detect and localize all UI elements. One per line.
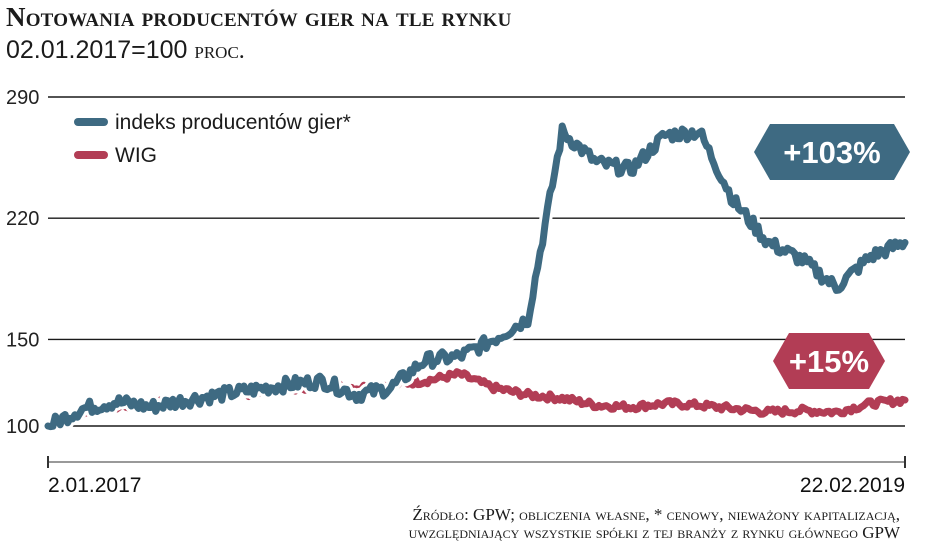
chart-title: Notowania producentów gier na tle rynku: [6, 2, 512, 32]
badge-wig-shape: [773, 333, 885, 389]
y-tick-label: 290: [6, 87, 39, 109]
series-lines: [41, 119, 912, 434]
series-line-games-index: [44, 122, 909, 431]
legend-label: WIG: [115, 144, 157, 167]
x-label-end: 22.02.2019: [800, 474, 905, 497]
badge-games-shape: [754, 124, 910, 180]
y-tick-label: 150: [6, 329, 39, 351]
source-line-1: Źródło: GPW; obliczenia własne, * cenowy…: [412, 505, 900, 524]
x-label-start: 2.01.2017: [48, 474, 141, 497]
x-axis-labels: 2.01.2017 22.02.2019: [48, 474, 905, 497]
source-line-2: uwzględniający wszystkie spółki z tej br…: [408, 523, 900, 542]
change-badges: +103% +15%: [754, 124, 910, 389]
source-note: Źródło: GPW; obliczenia własne, * cenowy…: [190, 506, 900, 542]
legend-label: indeks producentów gier*: [115, 111, 351, 134]
badge-wig-label: +15%: [789, 344, 869, 379]
subtitle-unit: proc.: [194, 38, 245, 64]
subtitle-base: 02.01.2017=100: [6, 36, 188, 64]
legend: indeks producentów gier* WIG: [74, 111, 351, 167]
y-axis-labels: 100 150 220 290: [6, 87, 39, 438]
grid-lines: [47, 96, 906, 468]
y-tick-label: 220: [6, 208, 39, 230]
badge-games-label: +103%: [783, 135, 880, 170]
y-tick-label: 100: [6, 416, 39, 438]
chart-subtitle: 02.01.2017=100 proc.: [6, 36, 245, 65]
